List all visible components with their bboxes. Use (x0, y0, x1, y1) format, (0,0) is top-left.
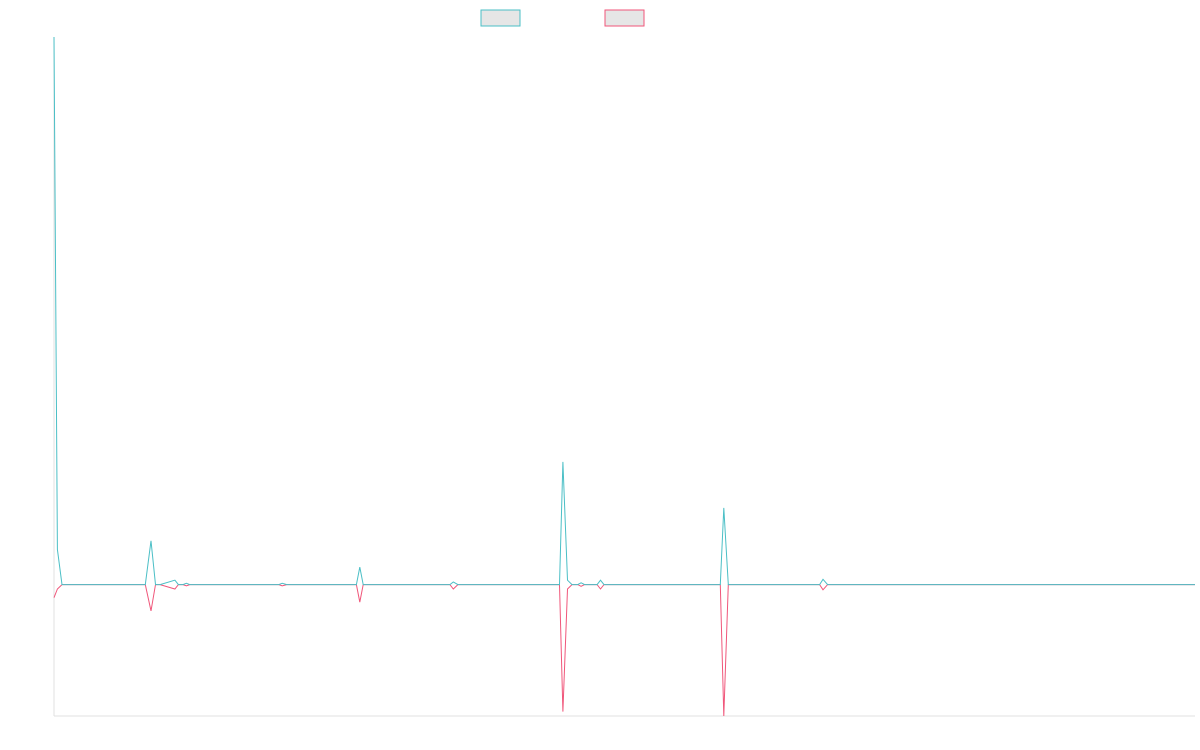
legend-item-2[interactable] (604, 9, 645, 27)
legend[interactable] (480, 9, 645, 27)
series-layer (53, 36, 1195, 717)
legend-swatch-2[interactable] (604, 9, 645, 27)
legend-swatch-1[interactable] (480, 9, 521, 27)
axes (53, 37, 1195, 717)
series-line-1 (53, 36, 1195, 586)
legend-item-1[interactable] (480, 9, 521, 27)
series-line-2 (53, 584, 1195, 717)
